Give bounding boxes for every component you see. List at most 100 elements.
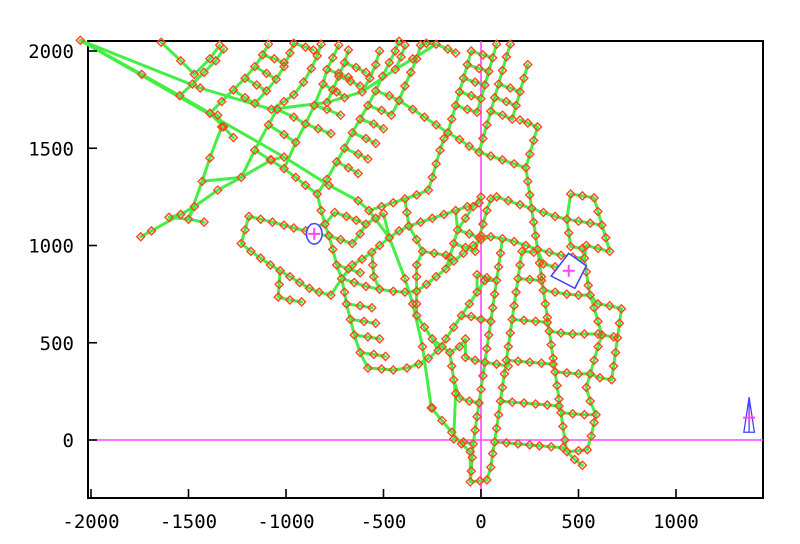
network-nodes bbox=[75, 35, 627, 487]
network-node bbox=[251, 80, 262, 91]
network-node bbox=[448, 322, 459, 333]
network-node bbox=[377, 71, 388, 82]
network-node bbox=[579, 409, 590, 420]
network-node bbox=[423, 185, 434, 196]
network-node bbox=[454, 134, 465, 145]
network-link bbox=[489, 279, 499, 323]
network-node bbox=[515, 115, 525, 126]
network-node bbox=[288, 38, 299, 49]
network-node bbox=[384, 90, 395, 101]
network-node bbox=[331, 86, 342, 97]
network-link bbox=[343, 146, 370, 161]
network-node bbox=[557, 421, 568, 432]
network-node bbox=[499, 368, 510, 379]
network-link bbox=[499, 399, 538, 406]
network-node bbox=[491, 423, 502, 434]
network-link bbox=[403, 188, 430, 201]
network-node bbox=[407, 298, 418, 309]
network-link bbox=[178, 70, 206, 98]
network-node bbox=[431, 158, 442, 169]
network-node bbox=[585, 218, 596, 229]
x-tick-label: -2000 bbox=[62, 511, 119, 533]
network-node bbox=[351, 62, 362, 73]
network-node bbox=[411, 189, 422, 200]
network-node bbox=[536, 358, 547, 369]
network-node bbox=[321, 97, 332, 108]
network-node bbox=[515, 199, 525, 210]
network-node bbox=[462, 59, 473, 70]
network-link bbox=[275, 107, 307, 126]
network-node bbox=[216, 96, 227, 107]
network-node bbox=[524, 274, 535, 285]
network-node bbox=[321, 64, 332, 75]
network-node bbox=[320, 219, 330, 230]
network-node bbox=[331, 156, 342, 167]
network-node bbox=[460, 333, 471, 344]
network-node bbox=[327, 84, 338, 95]
network-link bbox=[407, 224, 424, 253]
network-node bbox=[536, 275, 547, 286]
network-node bbox=[448, 434, 459, 445]
network-node bbox=[318, 79, 329, 90]
network-node bbox=[136, 69, 147, 80]
network-node bbox=[600, 232, 611, 243]
network-link bbox=[253, 65, 278, 81]
network-node bbox=[240, 92, 251, 103]
network-node bbox=[236, 238, 247, 249]
network-node bbox=[477, 370, 488, 381]
network-node bbox=[355, 228, 366, 239]
network-node bbox=[431, 39, 442, 50]
network-node bbox=[491, 359, 502, 370]
network-node bbox=[593, 206, 603, 217]
network-node bbox=[357, 254, 368, 265]
network-node bbox=[245, 246, 256, 257]
network-node bbox=[353, 195, 364, 206]
network-link bbox=[495, 195, 534, 210]
network-link bbox=[553, 370, 592, 376]
network-node bbox=[466, 311, 477, 322]
network-node bbox=[374, 333, 385, 344]
network-node bbox=[548, 359, 559, 370]
network-node bbox=[544, 326, 555, 337]
network-node bbox=[204, 53, 215, 64]
network-node bbox=[511, 100, 522, 111]
network-link bbox=[446, 131, 481, 154]
network-link bbox=[588, 293, 623, 311]
network-node bbox=[446, 114, 457, 125]
network-node bbox=[288, 89, 299, 100]
network-node bbox=[491, 275, 502, 286]
network-node bbox=[505, 82, 516, 93]
network-node bbox=[583, 280, 594, 291]
network-node bbox=[427, 333, 438, 344]
network-node bbox=[497, 65, 508, 76]
network-node bbox=[362, 331, 373, 342]
network-node bbox=[370, 59, 381, 70]
network-node bbox=[507, 314, 518, 325]
network-node bbox=[524, 189, 535, 200]
network-node bbox=[585, 396, 596, 407]
network-node bbox=[274, 279, 285, 290]
network-link bbox=[524, 125, 539, 170]
network-link bbox=[500, 237, 539, 251]
network-node bbox=[479, 80, 490, 91]
network-node bbox=[269, 53, 280, 64]
network-node bbox=[329, 207, 340, 218]
network-link bbox=[187, 125, 224, 221]
network-node bbox=[399, 273, 410, 284]
network-node bbox=[370, 85, 381, 96]
network-node bbox=[467, 452, 478, 463]
network-link bbox=[312, 104, 343, 117]
network-node bbox=[146, 225, 157, 236]
network-link bbox=[335, 160, 360, 175]
network-node bbox=[481, 474, 492, 485]
network-node bbox=[493, 409, 504, 420]
network-node bbox=[462, 201, 473, 212]
network-node bbox=[435, 145, 446, 156]
network-node bbox=[476, 230, 486, 241]
network-node bbox=[279, 220, 290, 231]
network-node bbox=[532, 121, 543, 132]
network-node bbox=[349, 329, 360, 340]
network-node bbox=[440, 333, 451, 344]
